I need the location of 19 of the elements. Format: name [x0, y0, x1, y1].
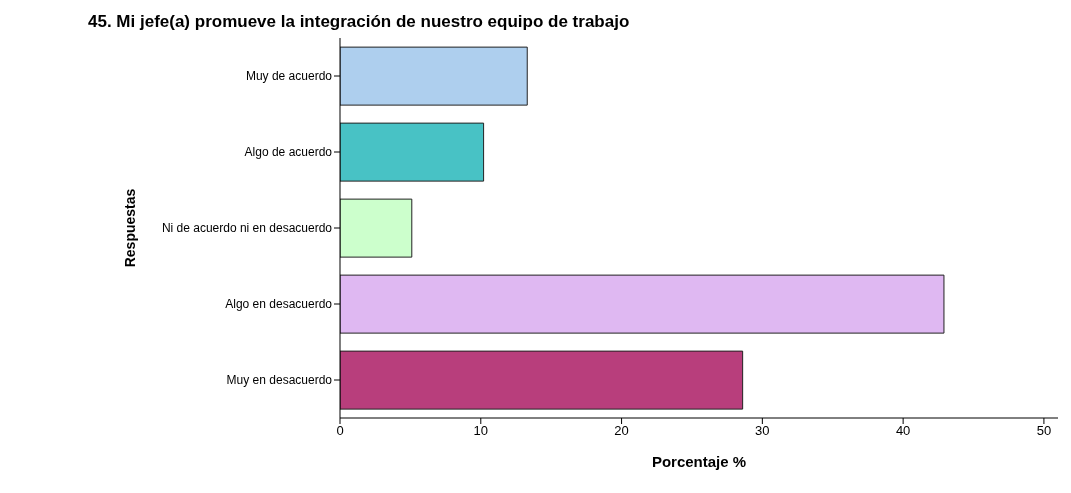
chart-title: 45. Mi jefe(a) promueve la integración de nuestro equipo de trabajo	[88, 12, 630, 32]
y-tick-label: Algo de acuerdo	[244, 145, 333, 160]
x-tick-label: 0	[336, 423, 344, 439]
bar	[340, 274, 945, 334]
bar	[340, 122, 485, 182]
x-tick-label: 40	[895, 423, 911, 439]
bar	[340, 46, 528, 106]
y-tick-label: Algo en desacuerdo	[225, 297, 333, 312]
x-tick-label: 20	[614, 423, 629, 439]
bar	[340, 350, 744, 410]
x-axis-title: Porcentaje %	[651, 452, 747, 470]
x-tick-label: 30	[755, 423, 770, 439]
y-tick-label: Ni de acuerdo ni en desacuerdo	[161, 221, 333, 236]
bar	[340, 198, 413, 258]
x-tick-label: 50	[1036, 423, 1052, 439]
y-axis-title: Respuestas	[122, 188, 138, 268]
x-tick-label: 10	[473, 423, 489, 439]
y-tick-label: Muy de acuerdo	[245, 69, 333, 84]
y-tick-label: Muy en desacuerdo	[226, 373, 333, 388]
